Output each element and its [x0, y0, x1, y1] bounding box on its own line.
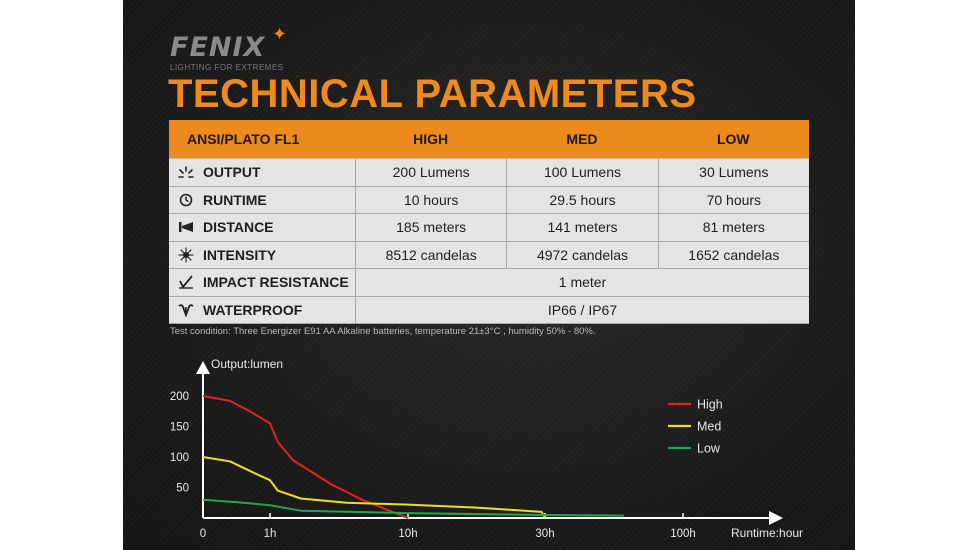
y-tick-label: 50 — [176, 483, 189, 495]
x-tick-label: 30h — [535, 528, 554, 540]
x-tick-label: 0 — [200, 528, 206, 540]
x-tick-label: 10h — [398, 528, 417, 540]
brand-logo: FENIX ✦ LIGHTING FOR EXTREMES — [170, 24, 287, 72]
table-cell: 8512 candelas — [355, 241, 506, 268]
table-row-intensity: INTENSITY 8512 candelas 4972 candelas 16… — [169, 241, 809, 269]
table-row-output: OUTPUT 200 Lumens 100 Lumens 30 Lumens — [169, 159, 809, 187]
x-axis-label: Runtime:hour — [731, 526, 803, 540]
legend-label: Low — [697, 442, 721, 456]
x-axis-arrow-icon — [769, 511, 783, 525]
page-title: TECHNICAL PARAMETERS — [168, 72, 697, 116]
row-label: WATERPROOF — [203, 301, 303, 318]
table-body: OUTPUT 200 Lumens 100 Lumens 30 Lumens R… — [169, 158, 809, 324]
star-icon: ✦ — [272, 24, 288, 44]
row-label: INTENSITY — [203, 246, 277, 263]
table-cell: 141 meters — [506, 214, 657, 241]
header-low: LOW — [716, 131, 750, 147]
header-high: HIGH — [413, 131, 449, 147]
y-axis-arrow-icon — [196, 361, 210, 374]
table-cell-merged: IP66 / IP67 — [355, 296, 809, 323]
series-line-med — [202, 456, 546, 519]
intensity-icon — [169, 247, 203, 263]
table-row-runtime: RUNTIME 10 hours 29.5 hours 70 hours — [169, 186, 809, 214]
table-cell-merged: 1 meter — [355, 269, 809, 296]
row-label: OUTPUT — [203, 164, 261, 181]
table-cell: 100 Lumens — [506, 159, 657, 186]
y-tick-label: 150 — [170, 422, 189, 434]
test-condition-note: Test condition: Three Energizer E91 AA A… — [170, 326, 596, 337]
table-cell: 81 meters — [657, 214, 809, 241]
table-cell: 185 meters — [355, 214, 506, 241]
table-cell: 1652 candelas — [657, 241, 809, 268]
runtime-chart: Output:lumen Runtime:hour 200 150 100 50 0 1h 10… — [170, 357, 803, 540]
beam-distance-icon — [169, 221, 203, 233]
table-cell: 4972 candelas — [506, 241, 657, 268]
row-label: IMPACT RESISTANCE — [203, 274, 349, 291]
row-label: RUNTIME — [203, 191, 267, 208]
spec-sheet-panel: FENIX ✦ LIGHTING FOR EXTREMES TECHNICAL … — [123, 0, 855, 550]
x-tick-label: 100h — [670, 528, 696, 540]
spec-table: ANSI/PLATO FL1 HIGH MED LOW OUTPUT 200 L… — [169, 120, 809, 324]
row-label: DISTANCE — [203, 219, 274, 236]
waterproof-icon — [169, 303, 203, 317]
table-row-waterproof: WATERPROOF IP66 / IP67 — [169, 296, 809, 324]
table-row-impact: IMPACT RESISTANCE 1 meter — [169, 269, 809, 297]
table-header: ANSI/PLATO FL1 HIGH MED LOW — [169, 120, 809, 158]
table-cell: 29.5 hours — [506, 186, 657, 213]
y-axis-label: Output:lumen — [211, 357, 283, 371]
brand-tagline: LIGHTING FOR EXTREMES — [170, 63, 284, 72]
table-cell: 70 hours — [657, 186, 809, 213]
table-cell: 30 Lumens — [657, 159, 809, 186]
y-tick-label: 100 — [170, 452, 189, 464]
header-med: MED — [566, 131, 598, 147]
table-cell: 200 Lumens — [355, 159, 506, 186]
legend-label: Med — [697, 420, 721, 434]
impact-icon — [169, 275, 203, 289]
clock-icon — [169, 193, 203, 207]
output-burst-icon — [169, 165, 203, 179]
y-tick-label: 200 — [170, 391, 189, 403]
legend-label: High — [697, 398, 723, 412]
header-mode-label: ANSI/PLATO FL1 — [187, 131, 300, 147]
table-cell: 10 hours — [355, 186, 506, 213]
series-line-low — [202, 498, 624, 517]
table-row-distance: DISTANCE 185 meters 141 meters 81 meters — [169, 214, 809, 242]
brand-wordmark: FENIX — [170, 32, 266, 63]
x-tick-label: 1h — [264, 528, 277, 540]
